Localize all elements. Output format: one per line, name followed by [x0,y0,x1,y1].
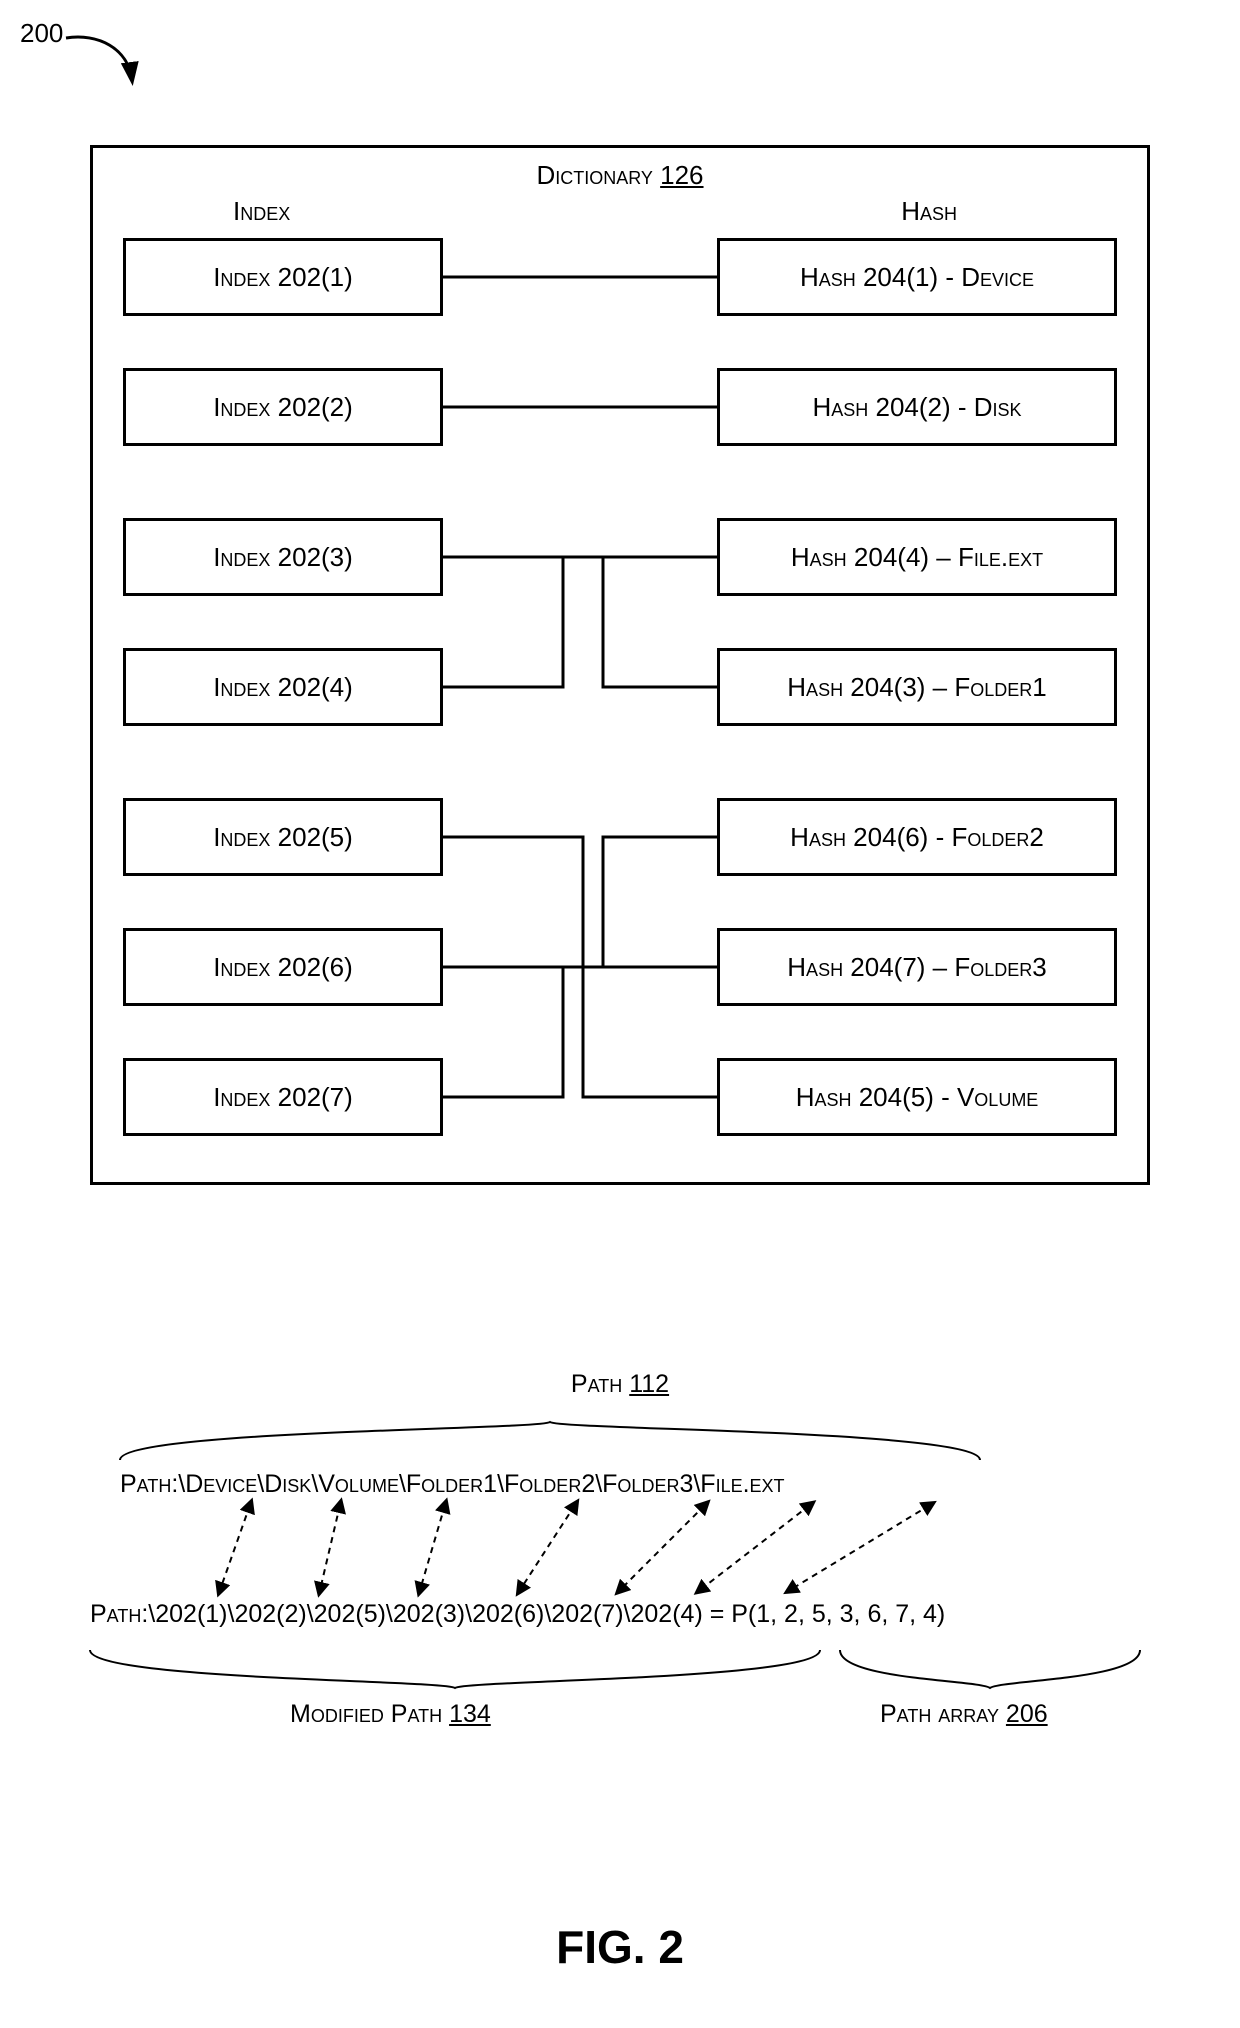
full-path-text: Path:\Device\Disk\Volume\Folder1\Folder2… [120,1470,785,1499]
path-array-text: = P(1, 2, 5, 3, 6, 7, 4) [703,1600,946,1628]
hash-box-7: Hash 204(5) - Volume [717,1058,1117,1136]
index-box-1: Index 202(1) [123,238,443,316]
figure-ref-number: 200 [20,18,63,49]
index-box-7: Index 202(7) [123,1058,443,1136]
modified-path-label-num: 134 [449,1700,491,1728]
ref-arrow-icon [58,28,148,98]
path-array-label-text: Path array [880,1700,1006,1728]
path-top-label: Path 112 [80,1370,1160,1399]
hash-box-1: Hash 204(1) - Device [717,238,1117,316]
index-box-4: Index 202(4) [123,648,443,726]
path-array-label-num: 206 [1006,1700,1048,1728]
modified-path-line: Path:\202(1)\202(2)\202(5)\202(3)\202(6)… [90,1600,945,1629]
hash-box-3: Hash 204(4) – File.ext [717,518,1117,596]
index-box-2: Index 202(2) [123,368,443,446]
modified-path-label-text: Modified Path [290,1700,449,1728]
hash-box-5: Hash 204(6) - Folder2 [717,798,1117,876]
dictionary-frame: Dictionary 126 Index Hash Index 202(1) I… [90,145,1150,1185]
path-top-label-text: Path [571,1370,629,1398]
modified-path-text: Path:\202(1)\202(2)\202(5)\202(3)\202(6)… [90,1600,703,1628]
index-box-3: Index 202(3) [123,518,443,596]
path-section: Path 112 Path:\Device\Disk\Volume\Folder… [80,1370,1160,1790]
path-array-label: Path array 206 [880,1700,1048,1729]
index-box-5: Index 202(5) [123,798,443,876]
modified-path-label: Modified Path 134 [290,1700,491,1729]
hash-box-2: Hash 204(2) - Disk [717,368,1117,446]
index-box-6: Index 202(6) [123,928,443,1006]
hash-box-4: Hash 204(3) – Folder1 [717,648,1117,726]
figure-caption: FIG. 2 [0,1920,1240,1974]
hash-box-6: Hash 204(7) – Folder3 [717,928,1117,1006]
path-top-label-num: 112 [629,1370,669,1398]
